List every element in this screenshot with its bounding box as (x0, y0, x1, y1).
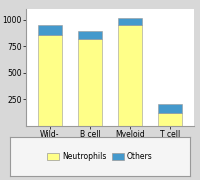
Bar (158, 104, 182, 113)
Legend: Neutrophils, Others: Neutrophils, Others (45, 150, 155, 163)
Bar (78, 31, 102, 39)
Bar (78, 39, 102, 126)
Bar (158, 113, 182, 126)
Bar (38, 35, 62, 126)
Bar (118, 25, 142, 126)
Bar (118, 18, 142, 25)
Bar (38, 25, 62, 35)
